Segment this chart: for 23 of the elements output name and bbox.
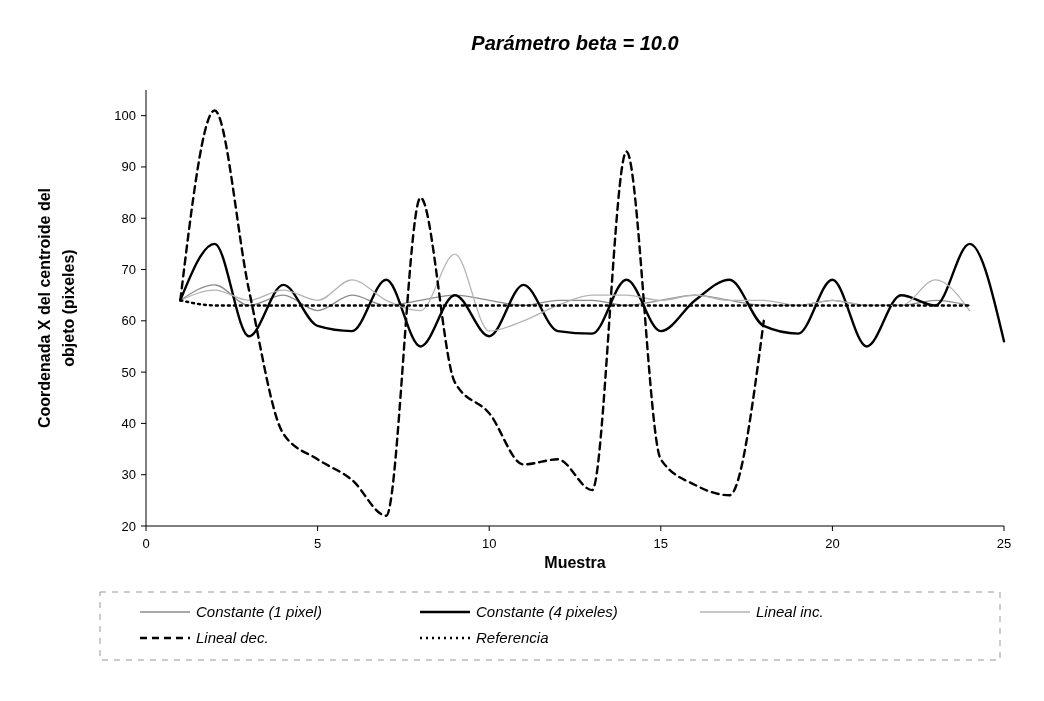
y-tick-label: 20 <box>121 518 136 534</box>
legend-label: Lineal dec. <box>196 629 269 647</box>
y-tick-label: 30 <box>121 467 136 483</box>
x-tick-label: 10 <box>481 536 497 551</box>
legend-label: Lineal inc. <box>756 603 824 621</box>
y-tick-label: 50 <box>121 364 136 380</box>
y-tick-label: 90 <box>121 159 136 175</box>
chart-title: Parámetro beta = 10.0 <box>471 32 679 54</box>
y-tick-label: 60 <box>121 313 136 329</box>
y-axis-title: Coordenada X del centroide del objeto (pixeles) <box>36 187 77 429</box>
x-tick-label: 25 <box>996 536 1012 551</box>
x-axis-title: Muestra <box>544 554 606 571</box>
legend-label: Constante (4 pixeles) <box>476 603 618 621</box>
y-tick-label: 40 <box>121 415 136 431</box>
x-tick-label: 0 <box>142 536 150 551</box>
y-tick-label: 100 <box>114 108 136 124</box>
x-tick-label: 20 <box>825 536 840 551</box>
y-tick-label: 70 <box>121 262 136 278</box>
x-tick-label: 15 <box>653 536 669 551</box>
legend-label: Referencia <box>476 629 549 647</box>
x-tick-label: 5 <box>313 536 322 551</box>
legend-label: Constante (1 pixel) <box>196 603 322 621</box>
y-tick-label: 80 <box>121 210 136 226</box>
